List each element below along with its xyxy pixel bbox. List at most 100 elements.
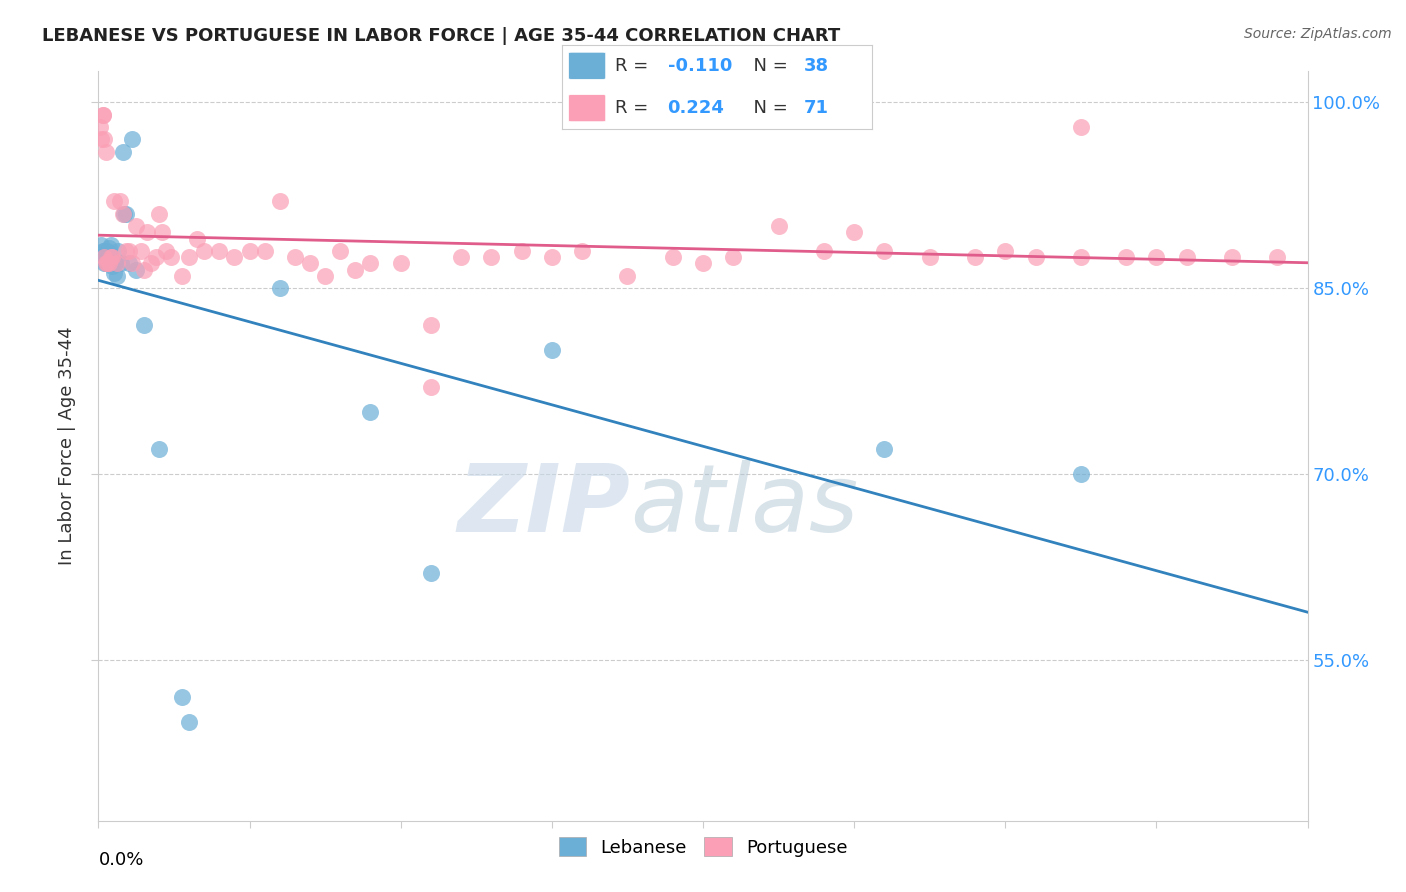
Point	[112, 207, 135, 221]
Point	[150, 225, 173, 239]
Text: N =: N =	[742, 99, 793, 117]
Point	[873, 244, 896, 258]
Text: LEBANESE VS PORTUGUESE IN LABOR FORCE | AGE 35-44 CORRELATION CHART: LEBANESE VS PORTUGUESE IN LABOR FORCE | …	[42, 27, 841, 45]
Point	[186, 231, 208, 245]
Text: 0.0%: 0.0%	[98, 851, 143, 869]
Point	[90, 237, 112, 252]
Point	[111, 145, 134, 159]
Point	[299, 256, 322, 270]
Point	[107, 244, 129, 258]
Text: -0.110: -0.110	[668, 57, 733, 75]
Point	[420, 318, 443, 333]
Point	[101, 259, 124, 273]
Point	[98, 242, 121, 256]
Point	[96, 244, 118, 258]
Point	[269, 281, 291, 295]
Point	[132, 262, 155, 277]
Point	[314, 268, 336, 283]
Point	[616, 268, 638, 283]
Point	[224, 250, 246, 264]
FancyBboxPatch shape	[568, 95, 606, 121]
Point	[93, 244, 115, 258]
Point	[253, 244, 276, 258]
Point	[1115, 250, 1137, 264]
Point	[208, 244, 231, 258]
Point	[91, 244, 114, 258]
Point	[125, 219, 148, 234]
Point	[1267, 250, 1289, 264]
Point	[129, 244, 152, 258]
Point	[93, 250, 115, 264]
Text: 38: 38	[804, 57, 828, 75]
Point	[284, 250, 307, 264]
Point	[103, 194, 125, 209]
Text: 71: 71	[804, 99, 828, 117]
Point	[329, 244, 352, 258]
Point	[155, 244, 177, 258]
Point	[723, 250, 745, 264]
Point	[91, 108, 114, 122]
Legend: Lebanese, Portuguese: Lebanese, Portuguese	[551, 830, 855, 864]
Point	[481, 250, 503, 264]
Point	[111, 207, 134, 221]
Point	[994, 244, 1017, 258]
Point	[389, 256, 412, 270]
Point	[103, 266, 125, 280]
Point	[170, 690, 193, 704]
Point	[344, 262, 367, 277]
Point	[94, 256, 117, 270]
Point	[148, 442, 170, 456]
Point	[121, 132, 143, 146]
Point	[118, 244, 141, 258]
Text: 0.224: 0.224	[668, 99, 724, 117]
Point	[571, 244, 593, 258]
Point	[101, 253, 124, 268]
Point	[661, 250, 683, 264]
Point	[1024, 250, 1046, 264]
Point	[121, 256, 143, 270]
Point	[110, 256, 132, 270]
Point	[145, 250, 167, 264]
Point	[90, 132, 112, 146]
Point	[170, 268, 193, 283]
Point	[105, 268, 128, 283]
Point	[96, 256, 118, 270]
Point	[813, 244, 835, 258]
Point	[1070, 250, 1092, 264]
Point	[89, 250, 111, 264]
Point	[965, 250, 987, 264]
Point	[148, 207, 170, 221]
Point	[768, 219, 790, 234]
Point	[98, 246, 121, 260]
Point	[360, 256, 382, 270]
Point	[100, 237, 122, 252]
Point	[692, 256, 714, 270]
Text: Source: ZipAtlas.com: Source: ZipAtlas.com	[1244, 27, 1392, 41]
Point	[141, 256, 163, 270]
Point	[1070, 120, 1092, 134]
Text: ZIP: ZIP	[457, 460, 630, 552]
Point	[193, 244, 215, 258]
Point	[360, 405, 382, 419]
Point	[1070, 467, 1092, 481]
Point	[94, 145, 117, 159]
Point	[540, 343, 562, 357]
Point	[89, 120, 111, 134]
Point	[94, 256, 117, 270]
Point	[179, 714, 201, 729]
Point	[105, 256, 128, 270]
Point	[93, 132, 115, 146]
Point	[873, 442, 896, 456]
Point	[114, 207, 136, 221]
Point	[98, 256, 121, 270]
Point	[135, 225, 157, 239]
Point	[132, 318, 155, 333]
Point	[844, 225, 866, 239]
Text: R =: R =	[614, 99, 654, 117]
Point	[100, 250, 122, 264]
Point	[540, 250, 562, 264]
Text: R =: R =	[614, 57, 654, 75]
Point	[420, 380, 443, 394]
Point	[118, 256, 141, 270]
Point	[103, 256, 125, 270]
